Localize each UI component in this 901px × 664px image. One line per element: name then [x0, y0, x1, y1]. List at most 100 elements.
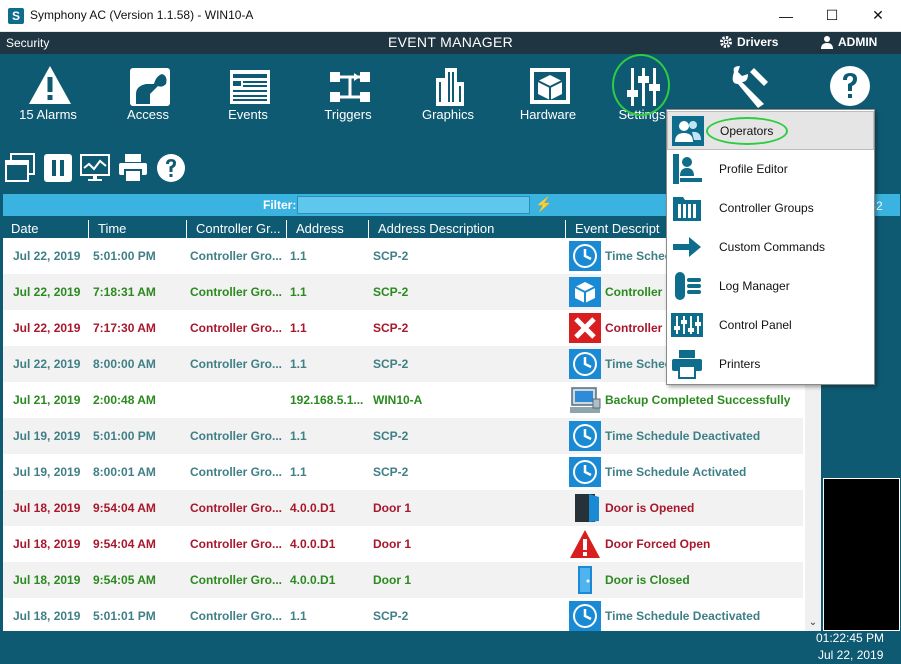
cell-event-description: Time Schedule Deactivated — [605, 429, 761, 443]
column-header-address-description[interactable]: Address Description — [370, 220, 566, 238]
refresh-filter-icon[interactable]: ⚡ — [535, 196, 553, 212]
menu-item-label: Log Manager — [719, 279, 790, 293]
maximize-button[interactable]: ☐ — [825, 7, 839, 23]
cell-address: 1.1 — [290, 285, 307, 299]
pause-icon[interactable] — [42, 152, 74, 184]
cell-time: 9:54:04 AM — [93, 537, 156, 551]
drivers-menu[interactable]: Drivers — [719, 35, 778, 49]
cell-time: 5:01:00 PM — [93, 429, 156, 443]
cell-time: 9:54:05 AM — [93, 573, 156, 587]
cell-address-description: SCP-2 — [373, 609, 409, 623]
graphics-icon — [436, 68, 464, 106]
monitor-icon[interactable] — [79, 152, 111, 184]
menu-item-label: Printers — [719, 357, 761, 371]
toolbar-alarms[interactable]: 15 Alarms — [3, 60, 93, 124]
menu-item-control-panel[interactable]: Control Panel — [667, 306, 874, 345]
cell-controller-group: Controller Gro... — [190, 321, 283, 335]
cell-date: Jul 19, 2019 — [13, 465, 81, 479]
operators-icon — [672, 116, 704, 146]
control-panel-icon — [671, 313, 703, 337]
table-row[interactable]: Jul 21, 2019 2:00:48 AM 192.168.5.1... WIN1… — [3, 382, 803, 418]
menu-item-printers[interactable]: Printers — [667, 345, 874, 384]
clock-icon — [569, 457, 601, 487]
cell-event-description: Time Schedule Deactivated — [605, 609, 761, 623]
cell-address-description: SCP-2 — [373, 285, 409, 299]
cell-address: 192.168.5.1... — [290, 393, 364, 407]
menu-item-label: Profile Editor — [719, 162, 788, 176]
cell-address: 1.1 — [290, 357, 307, 371]
cell-date: Jul 22, 2019 — [13, 321, 81, 335]
new-window-icon[interactable] — [4, 152, 36, 184]
column-header-controller-group[interactable]: Controller Gr... — [188, 220, 287, 238]
cell-address: 1.1 — [290, 321, 307, 335]
drivers-label: Drivers — [737, 35, 779, 49]
cell-address: 4.0.0.D1 — [290, 501, 336, 515]
filter-label: Filter: — [263, 198, 297, 212]
column-header-time[interactable]: Time — [90, 220, 187, 238]
help-icon[interactable] — [155, 152, 187, 184]
toolbar-events[interactable]: Events — [203, 60, 293, 124]
menu-item-profile-editor[interactable]: Profile Editor — [667, 150, 874, 189]
cell-address: 1.1 — [290, 465, 307, 479]
cell-controller-group: Controller Gro... — [190, 357, 283, 371]
toolbar-label: Access — [127, 107, 169, 122]
clock-icon — [569, 241, 601, 271]
gear-icon — [720, 36, 732, 48]
cell-address-description: SCP-2 — [373, 429, 409, 443]
alarm-icon — [29, 66, 71, 104]
table-row[interactable]: Jul 19, 2019 5:01:00 PM Controller Gro... 1… — [3, 418, 803, 454]
menu-item-label: Custom Commands — [719, 240, 826, 254]
video-panel — [823, 478, 900, 631]
menu-item-custom-commands[interactable]: Custom Commands — [667, 228, 874, 267]
toolbar-label: Triggers — [324, 107, 372, 122]
cell-event-description: Door is Opened — [605, 501, 695, 515]
menu-item-label: Control Panel — [719, 318, 792, 332]
scroll-down-icon[interactable]: ⌄ — [808, 617, 818, 628]
cell-controller-group: Controller Gro... — [190, 501, 283, 515]
menu-item-controller-groups[interactable]: Controller Groups — [667, 189, 874, 228]
toolbar-help[interactable] — [803, 60, 893, 124]
table-header: Date Time Controller Gr... Address Addre… — [3, 219, 821, 238]
admin-menu[interactable]: ADMIN — [820, 35, 877, 49]
table-row[interactable]: Jul 18, 2019 9:54:04 AM Controller Gro... 4… — [3, 526, 803, 562]
log-manager-icon — [675, 272, 701, 300]
title-bar: S Symphony AC (Version 1.1.58) - WIN10-A… — [0, 0, 901, 32]
menu-item-log-manager[interactable]: Log Manager — [667, 267, 874, 306]
computer-icon — [569, 385, 601, 415]
column-header-address[interactable]: Address — [288, 220, 369, 238]
custom-commands-icon — [673, 237, 701, 257]
print-icon[interactable] — [117, 152, 149, 184]
table-row[interactable]: Jul 18, 2019 9:54:04 AM Controller Gro... 4… — [3, 490, 803, 526]
toolbar-graphics[interactable]: Graphics — [403, 60, 493, 124]
toolbar-access[interactable]: Access — [103, 60, 193, 124]
security-menu[interactable]: Security — [6, 36, 50, 50]
toolbar-label: Graphics — [421, 107, 475, 122]
printers-icon — [672, 350, 702, 379]
filter-input[interactable] — [297, 196, 530, 214]
close-button[interactable]: ✕ — [872, 7, 884, 23]
app-logo-icon: S — [8, 8, 24, 24]
window-title: Symphony AC (Version 1.1.58) - WIN10-A — [30, 8, 254, 22]
table-row[interactable]: Jul 19, 2019 8:00:01 AM Controller Gro... 1… — [3, 454, 803, 490]
cell-address-description: SCP-2 — [373, 357, 409, 371]
table-row[interactable]: Jul 18, 2019 5:01:01 PM Controller Gro... 1… — [3, 598, 803, 631]
cell-address: 1.1 — [290, 249, 307, 263]
minimize-button[interactable]: — — [779, 7, 793, 24]
red-x-icon — [569, 313, 601, 343]
cell-time: 7:18:31 AM — [93, 285, 156, 299]
toolbar-label: Hardware — [519, 107, 577, 122]
column-header-date[interactable]: Date — [3, 220, 89, 238]
cell-address-description: SCP-2 — [373, 321, 409, 335]
warning-icon — [569, 529, 601, 559]
toolbar-hardware[interactable]: Hardware — [503, 60, 593, 124]
cell-date: Jul 18, 2019 — [13, 501, 81, 515]
table-row[interactable]: Jul 18, 2019 9:54:05 AM Controller Gro... 4… — [3, 562, 803, 598]
controller-groups-icon — [673, 197, 701, 221]
toolbar-tools[interactable] — [703, 60, 793, 124]
cell-controller-group: Controller Gro... — [190, 249, 283, 263]
toolbar-triggers[interactable]: Triggers — [303, 60, 393, 124]
cell-address-description: Door 1 — [373, 501, 412, 515]
cell-date: Jul 18, 2019 — [13, 573, 81, 587]
cell-date: Jul 18, 2019 — [13, 537, 81, 551]
